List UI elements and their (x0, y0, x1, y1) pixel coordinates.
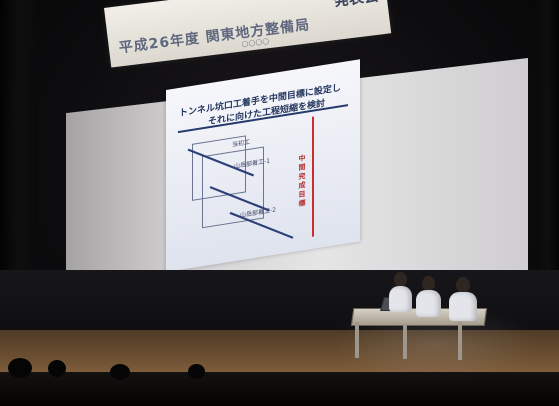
panelist-left-head (394, 272, 407, 287)
projected-slide: トンネル坑口工着手を中間目標に設定し それに向けた工程短縮を検討 当初工 山岳部… (166, 59, 360, 272)
panelist-left-body (389, 286, 412, 312)
banner-subtitle: ○○○○ (240, 36, 270, 49)
audience-head-1 (8, 358, 32, 378)
audience-head-3 (110, 364, 130, 380)
audience-head-2 (48, 360, 66, 377)
stage-banner: 平成26年度 関東地方整備局 発表会 ○○○○ (104, 0, 392, 68)
banner-title: 平成26年度 関東地方整備局 (118, 17, 311, 57)
slide-label-a: 当初工 (232, 138, 251, 149)
panelist-middle-body (416, 290, 441, 317)
audience-head-4 (188, 364, 205, 379)
panelist-right-body (449, 292, 477, 321)
curtain-right (537, 0, 559, 330)
table-leg-right (458, 322, 462, 360)
table-leg-middle (403, 324, 407, 359)
milestone-vertical-label: 中間完成目標 (298, 153, 306, 210)
stage-edge (0, 372, 559, 406)
banner-title-right: 発表会 (332, 0, 380, 11)
panelist-middle-head (422, 276, 435, 291)
panelist-right-head (456, 277, 470, 293)
table-leg-left (355, 322, 359, 358)
milestone-red-line (312, 116, 314, 237)
